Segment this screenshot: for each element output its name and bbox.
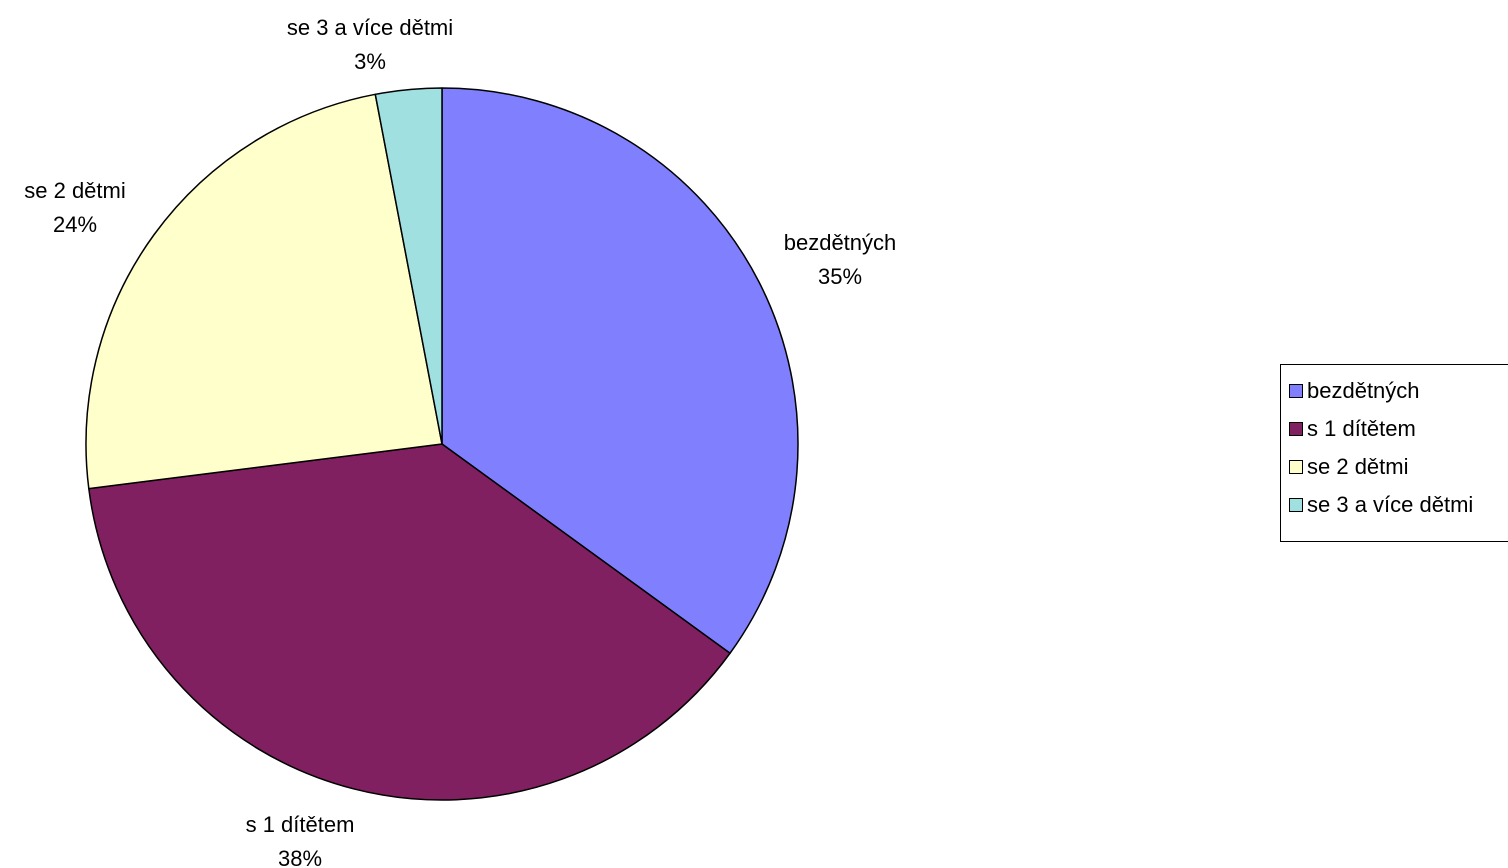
- slice-value-label-se-3-a-vice-detmi: 3%: [354, 49, 386, 74]
- legend-label-se-2-detmi: se 2 dětmi: [1307, 454, 1409, 479]
- legend-label-bezdetnych: bezdětných: [1307, 378, 1420, 403]
- legend-label-se-3-a-vice-detmi: se 3 a více dětmi: [1307, 492, 1474, 517]
- legend-swatch-s-1-ditetem: [1289, 422, 1303, 436]
- slice-value-label-se-2-detmi: 24%: [53, 212, 97, 237]
- slice-label-se-3-a-vice-detmi: se 3 a více dětmi: [287, 15, 453, 40]
- slice-label-bezdetnych: bezdětných: [784, 230, 897, 255]
- legend-item-se-2-detmi: se 2 dětmi: [1289, 448, 1508, 486]
- chart-legend: bezdětných s 1 dítětem se 2 dětmi se 3 a…: [1280, 364, 1508, 542]
- legend-swatch-se-3-a-vice-detmi: [1289, 498, 1303, 512]
- legend-label-s-1-ditetem: s 1 dítětem: [1307, 416, 1416, 441]
- pie-slice-s-1-ditetem: [88, 443, 731, 801]
- legend-item-s-1-ditetem: s 1 dítětem: [1289, 410, 1508, 448]
- pie-slices: [85, 87, 799, 801]
- legend-swatch-bezdetnych: [1289, 384, 1303, 398]
- pie-slice-bezdetnych: [441, 87, 799, 655]
- pie-slice-se-2-detmi: [85, 93, 443, 490]
- slice-label-s-1-ditetem: s 1 dítětem: [246, 812, 355, 837]
- slice-value-label-bezdetnych: 35%: [818, 264, 862, 289]
- legend-swatch-se-2-detmi: [1289, 460, 1303, 474]
- pie-slice-se-3-a-vice-detmi: [374, 87, 443, 445]
- legend-item-se-3-a-vice-detmi: se 3 a více dětmi: [1289, 486, 1508, 524]
- slice-value-label-s-1-ditetem: 38%: [278, 846, 322, 868]
- legend-item-bezdetnych: bezdětných: [1289, 372, 1508, 410]
- pie-labels: bezdětných 35% s 1 dítětem 38% se 2 dětmi 24%…: [24, 15, 896, 868]
- slice-label-se-2-detmi: se 2 dětmi: [24, 178, 126, 203]
